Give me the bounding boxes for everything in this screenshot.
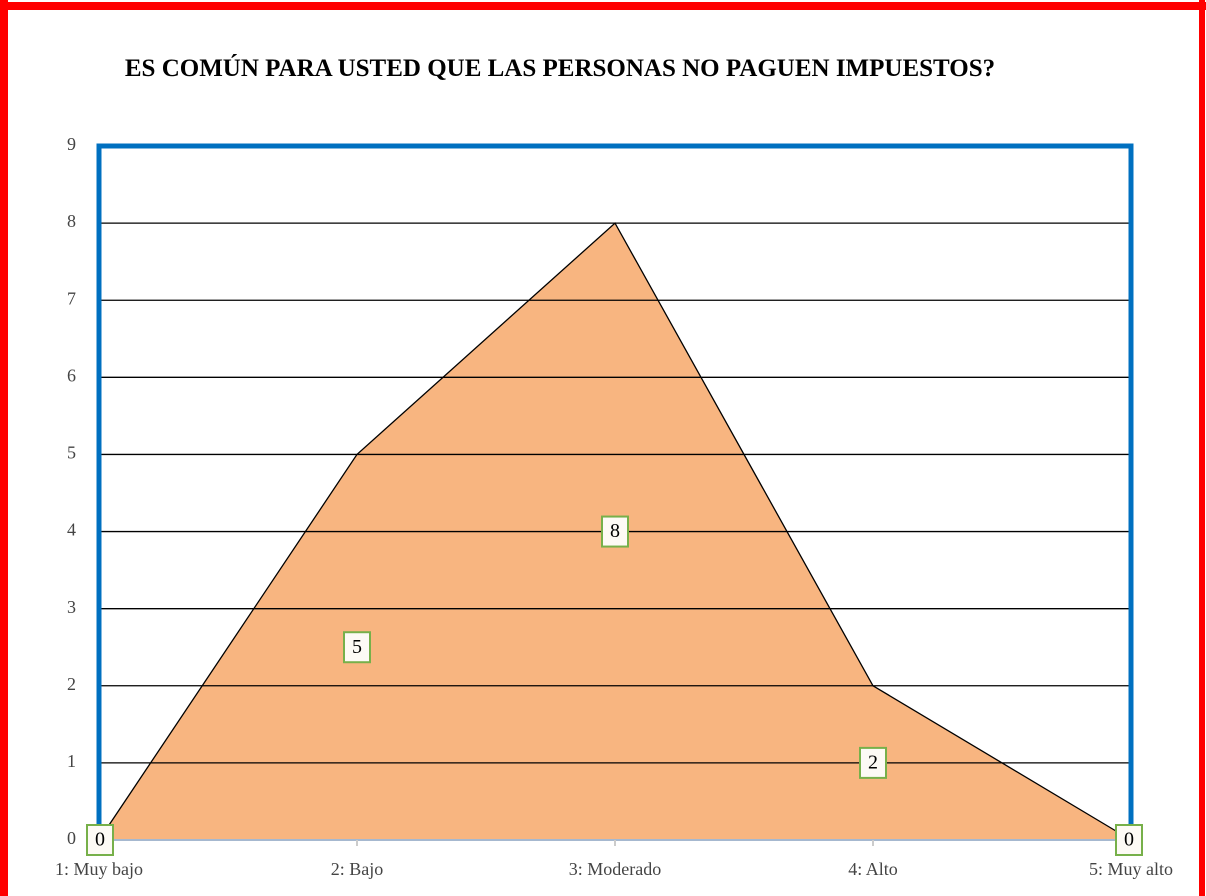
data-label: 2	[868, 751, 878, 773]
data-label: 0	[95, 829, 105, 851]
data-label-box	[86, 824, 114, 856]
chart-title: ES COMÚN PARA USTED QUE LAS PERSONAS NO …	[124, 55, 996, 82]
y-tick-label: 6	[67, 365, 76, 385]
data-label-box	[1115, 824, 1143, 856]
x-tick-label: 2: Bajo	[331, 859, 384, 879]
data-label-box	[601, 515, 629, 548]
y-tick-label: 8	[67, 211, 76, 231]
y-tick-label: 3	[67, 597, 76, 617]
data-label-box	[343, 631, 371, 664]
data-label: 0	[1124, 829, 1134, 851]
x-tick-label: 4: Alto	[848, 859, 898, 879]
y-tick-label: 1	[67, 751, 76, 771]
y-tick-label: 4	[67, 520, 76, 540]
y-tick-label: 9	[67, 134, 76, 154]
y-tick-label: 2	[67, 674, 76, 694]
plot-border	[96, 143, 1134, 840]
x-tick-label: 1: Muy bajo	[55, 859, 143, 879]
data-label: 8	[610, 520, 620, 542]
y-tick-label: 0	[67, 828, 76, 848]
y-tick-label: 5	[67, 443, 76, 463]
x-tick-label: 3: Moderado	[569, 859, 661, 879]
data-label: 5	[352, 636, 362, 658]
x-tick-label: 5: Muy alto	[1089, 859, 1173, 879]
y-tick-label: 7	[67, 288, 76, 308]
data-label-box	[859, 746, 887, 779]
